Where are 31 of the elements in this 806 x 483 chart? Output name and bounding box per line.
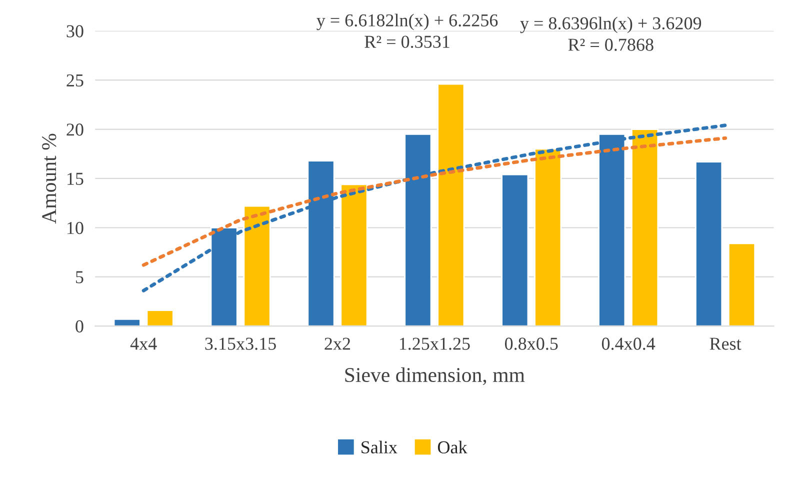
annotation: y = 6.6182ln(x) + 6.2256 R² = 0.3531: [316, 14, 498, 48]
y-tick-label: 15: [68, 172, 84, 185]
bar: [146, 310, 174, 326]
x-tick-label: 0.4x0.4: [602, 338, 656, 350]
y-tick-label: 20: [66, 124, 84, 136]
y-tick-label: 5: [76, 271, 84, 284]
bar: [243, 205, 271, 326]
bar: [631, 128, 659, 326]
annotation: y = 8.6396ln(x) + 3.6209 R² = 0.7868: [520, 16, 702, 51]
x-tick-label: 2x2: [324, 338, 350, 350]
legend-label: Oak: [438, 440, 468, 454]
bar: [437, 83, 465, 326]
bar: [501, 174, 529, 326]
x-axis-title: Sieve dimension, mm: [345, 367, 525, 386]
y-tick-label: 25: [66, 74, 84, 87]
x-tick-label: Rest: [710, 338, 742, 350]
bar: [728, 242, 756, 326]
bar: [340, 184, 368, 326]
x-tick-label: 0.8x0.5: [504, 338, 558, 350]
x-tick-label: 1.25x1.25: [400, 338, 470, 350]
x-tick-label: 4x4: [130, 338, 157, 350]
x-tick-label: 3.15x3.15: [205, 338, 276, 350]
bar: [695, 161, 723, 326]
y-tick-label: 0: [76, 320, 84, 332]
bar: [534, 148, 562, 326]
y-tick-label: 30: [66, 25, 84, 38]
bar: [113, 318, 141, 326]
y-tick-label: 10: [68, 222, 84, 234]
legend-label: Salix: [362, 440, 398, 454]
y-axis-title: Amount %: [42, 134, 56, 224]
line-series: [142, 136, 728, 267]
